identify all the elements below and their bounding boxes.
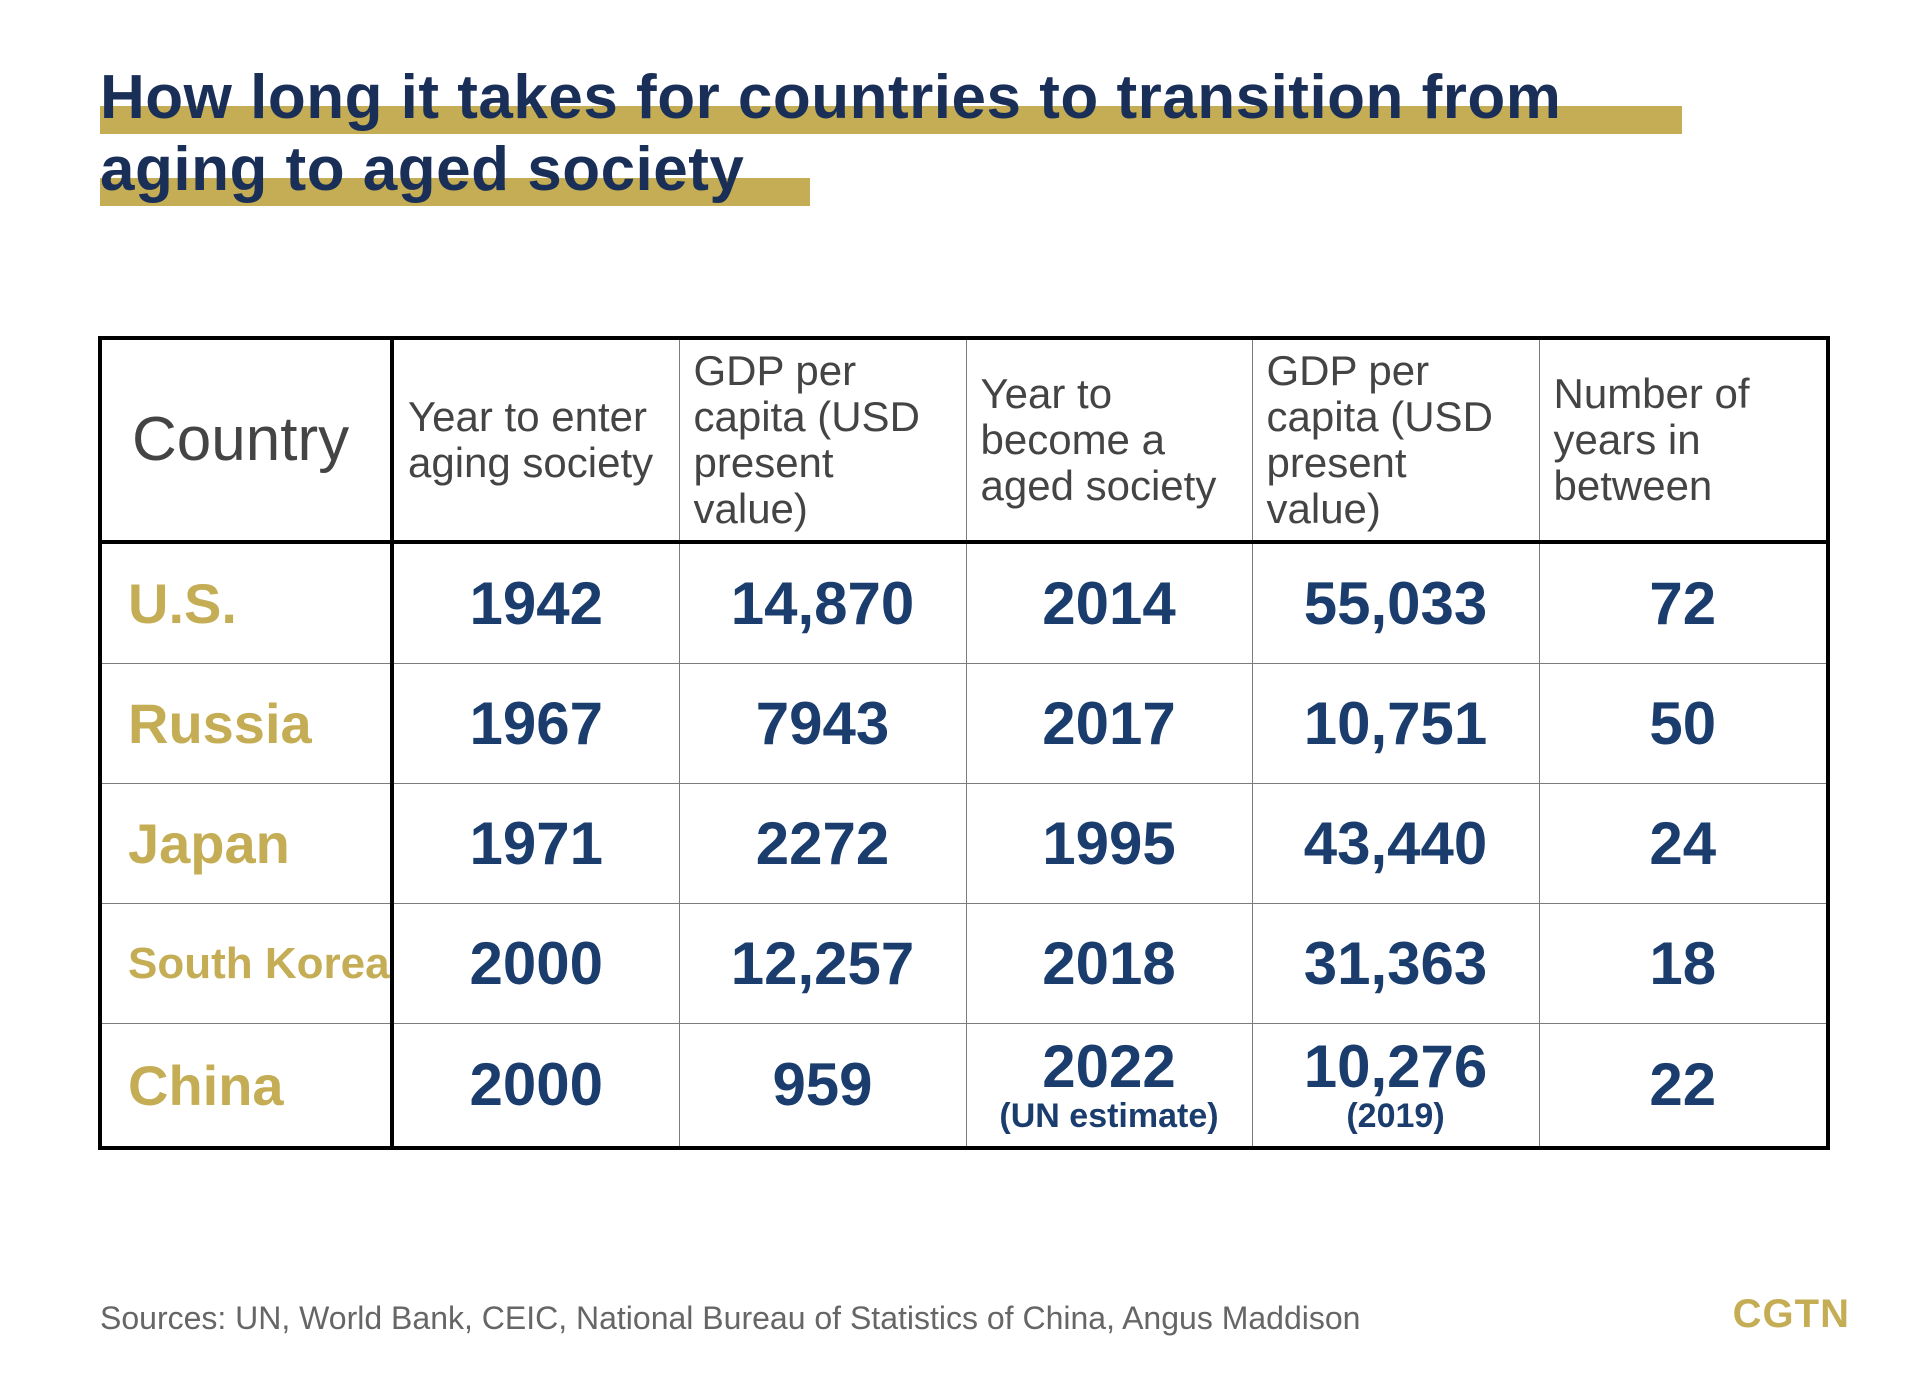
enter-year-cell: 1967 (391, 663, 680, 784)
header-year-enter-aging: Year to enter aging society (391, 337, 680, 544)
header-year-become-aged: Year to become a aged society (965, 337, 1253, 544)
enter-year-cell: 2000 (391, 1023, 680, 1149)
years-between-cell: 72 (1538, 541, 1829, 664)
title-text-line-2: aging to aged society (100, 135, 745, 204)
years-between-cell: 18 (1538, 903, 1829, 1024)
gdp-aged-note: (2019) (1346, 1097, 1445, 1135)
gdp-aged-cell: 31,363 (1251, 903, 1540, 1024)
data-table-wrapper: Country Year to enter aging society GDP … (98, 336, 1830, 1150)
title-highlight-bar (100, 106, 1682, 134)
header-gdp-at-aged: GDP per capita (USD present value) (1251, 337, 1540, 544)
gdp-aged-cell: 43,440 (1251, 783, 1540, 904)
gdp-enter-cell: 12,257 (678, 903, 967, 1024)
header-gdp-at-aging: GDP per capita (USD present value) (678, 337, 967, 544)
title-text-line-1: How long it takes for countries to trans… (100, 63, 1562, 132)
gdp-aged-cell: 10,751 (1251, 663, 1540, 784)
gdp-enter-cell: 2272 (678, 783, 967, 904)
aged-year-note: (UN estimate) (999, 1097, 1219, 1135)
gdp-aged-cell: 55,033 (1251, 541, 1540, 664)
aged-year-value: 2022 (1042, 1033, 1176, 1100)
country-cell: South Korea (99, 903, 394, 1024)
table-row: South Korea 2000 12,257 2018 31,363 18 (99, 903, 1829, 1024)
gdp-enter-cell: 959 (678, 1023, 967, 1149)
country-cell: Russia (99, 663, 394, 784)
source-note: Sources: UN, World Bank, CEIC, National … (100, 1300, 1361, 1336)
aged-year-cell: 2018 (965, 903, 1253, 1024)
years-between-cell: 22 (1538, 1023, 1829, 1149)
country-cell: Japan (99, 783, 394, 904)
gdp-enter-cell: 14,870 (678, 541, 967, 664)
table-row: China 2000 959 2022 (UN estimate) 10,276… (99, 1023, 1829, 1149)
years-between-cell: 24 (1538, 783, 1829, 904)
chart-title: How long it takes for countries to trans… (100, 62, 1700, 206)
aging-transition-table: Country Year to enter aging society GDP … (98, 336, 1830, 1150)
table-row: Japan 1971 2272 1995 43,440 24 (99, 783, 1829, 904)
aged-year-cell: 2022 (UN estimate) (965, 1023, 1253, 1149)
aged-year-cell: 2017 (965, 663, 1253, 784)
header-years-between: Number of years in between (1538, 337, 1829, 544)
enter-year-cell: 2000 (391, 903, 680, 1024)
header-country: Country (99, 337, 394, 544)
title-line-1: How long it takes for countries to trans… (100, 62, 1700, 134)
years-between-cell: 50 (1538, 663, 1829, 784)
aged-year-cell: 2014 (965, 541, 1253, 664)
brand-logo: CGTN (1732, 1292, 1850, 1336)
gdp-aged-cell: 10,276 (2019) (1251, 1023, 1540, 1149)
enter-year-cell: 1971 (391, 783, 680, 904)
table-row: U.S. 1942 14,870 2014 55,033 72 (99, 541, 1829, 664)
country-cell: U.S. (99, 541, 394, 664)
gdp-enter-cell: 7943 (678, 663, 967, 784)
table-row: Russia 1967 7943 2017 10,751 50 (99, 663, 1829, 784)
gdp-aged-value: 10,276 (1303, 1033, 1488, 1100)
table-header-row: Country Year to enter aging society GDP … (99, 337, 1829, 544)
country-cell: China (99, 1023, 394, 1149)
title-highlight-bar (100, 178, 810, 206)
title-line-2: aging to aged society (100, 134, 1700, 206)
aged-year-cell: 1995 (965, 783, 1253, 904)
enter-year-cell: 1942 (391, 541, 680, 664)
